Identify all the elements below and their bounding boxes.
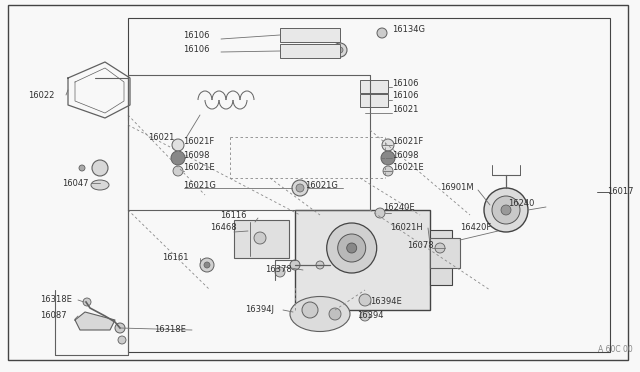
Circle shape [92,160,108,176]
Circle shape [275,267,285,277]
Circle shape [383,166,393,176]
Circle shape [347,243,356,253]
Ellipse shape [290,296,350,331]
Text: A 60C 00: A 60C 00 [598,346,633,355]
Text: 16021G: 16021G [305,182,338,190]
Circle shape [296,184,304,192]
Text: 16240E: 16240E [383,203,415,212]
Circle shape [316,261,324,269]
Text: 16021E: 16021E [392,164,424,173]
Bar [295,210,430,310]
Circle shape [115,323,125,333]
Circle shape [329,308,341,320]
Text: 16901M: 16901M [440,183,474,192]
Circle shape [204,262,210,268]
Circle shape [172,139,184,151]
Circle shape [333,43,347,57]
Circle shape [171,151,185,165]
Text: 16021H: 16021H [390,224,423,232]
Text: 16394J: 16394J [245,305,274,314]
Text: 16106: 16106 [183,31,209,39]
Text: 16087: 16087 [40,311,67,321]
Circle shape [79,165,85,171]
Text: 16378: 16378 [265,266,292,275]
Text: 16106: 16106 [392,78,419,87]
Circle shape [338,234,365,262]
Text: 16394E: 16394E [370,298,402,307]
Text: 16161: 16161 [162,253,189,263]
Bar [280,28,340,42]
Circle shape [377,28,387,38]
Text: 16021F: 16021F [392,138,423,147]
Text: 16420F: 16420F [460,224,492,232]
Ellipse shape [91,180,109,190]
Text: 16098: 16098 [183,151,209,160]
Text: 16017: 16017 [607,187,634,196]
Circle shape [375,208,385,218]
Circle shape [254,232,266,244]
Text: 16022: 16022 [28,90,54,99]
Bar [128,18,610,352]
Circle shape [492,196,520,224]
Text: 16318E: 16318E [40,295,72,305]
Text: 16116: 16116 [220,211,246,219]
Circle shape [484,188,528,232]
Text: 16021: 16021 [148,134,174,142]
Text: 16021E: 16021E [183,164,214,173]
Bar [360,94,388,107]
Text: 16047: 16047 [62,179,88,187]
Text: 16098: 16098 [392,151,419,160]
Text: 16240: 16240 [508,199,534,208]
Circle shape [83,298,91,306]
Text: 16468: 16468 [210,224,237,232]
Bar [430,238,460,268]
Text: 16318E: 16318E [154,326,186,334]
Text: 16134G: 16134G [392,26,425,35]
Circle shape [337,47,343,53]
Bar [430,230,452,285]
Circle shape [501,205,511,215]
Circle shape [381,151,395,165]
Text: 16021G: 16021G [183,182,216,190]
Polygon shape [75,312,115,330]
Bar [234,220,289,258]
Text: 16021: 16021 [392,105,419,113]
Text: 16021F: 16021F [183,138,214,147]
Text: 16106: 16106 [183,45,209,55]
Circle shape [290,260,300,270]
Circle shape [292,180,308,196]
Circle shape [200,258,214,272]
Bar [360,80,388,93]
Text: 16106: 16106 [392,92,419,100]
Circle shape [359,294,371,306]
Circle shape [326,223,377,273]
Circle shape [382,139,394,151]
Circle shape [302,302,318,318]
Bar [280,44,340,58]
Text: 16078: 16078 [407,241,434,250]
Text: 16394: 16394 [357,311,383,320]
Circle shape [118,336,126,344]
Circle shape [173,166,183,176]
Circle shape [435,243,445,253]
Circle shape [360,311,370,321]
